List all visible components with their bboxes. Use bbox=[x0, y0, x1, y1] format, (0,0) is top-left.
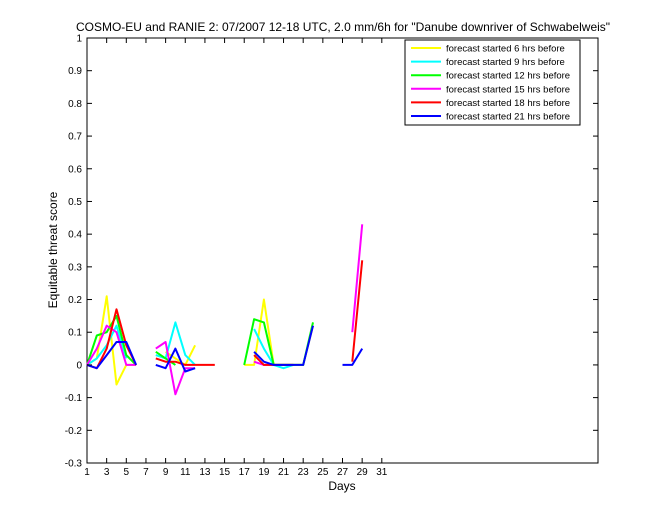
y-tick-label: 0.1 bbox=[68, 328, 82, 339]
y-tick-label: 0.8 bbox=[68, 99, 82, 110]
x-tick-label: 21 bbox=[278, 467, 290, 478]
y-tick-label: 0.9 bbox=[68, 66, 82, 77]
y-tick-label: 0.2 bbox=[68, 295, 82, 306]
y-tick-label: 0.5 bbox=[68, 197, 82, 208]
legend-label-3: forecast started 12 hrs before bbox=[446, 71, 570, 82]
series-line-6 bbox=[86, 325, 364, 373]
x-tick-label: 1 bbox=[84, 467, 90, 478]
y-tick-label: -0.3 bbox=[65, 459, 83, 470]
y-tick-label: 0.6 bbox=[68, 164, 82, 175]
x-tick-label: 7 bbox=[143, 467, 149, 478]
y-axis-label: Equitable threat score bbox=[46, 191, 60, 308]
legend-label-4: forecast started 15 hrs before bbox=[446, 84, 570, 95]
x-tick-label: 3 bbox=[104, 467, 110, 478]
y-tick-label: -0.2 bbox=[65, 426, 83, 437]
legend-box bbox=[404, 39, 581, 126]
x-tick-label: 19 bbox=[258, 467, 270, 478]
x-tick-label: 9 bbox=[163, 467, 169, 478]
legend-label-6: forecast started 21 hrs before bbox=[446, 112, 570, 123]
ticks-layer: 1 3 5 7 9 11 13 15 17 19 21 23 25 27 29 31-0.3-0.2-0.10… bbox=[65, 34, 598, 478]
legend-label-2: forecast started 9 hrs before bbox=[446, 57, 565, 68]
x-tick-label: 25 bbox=[317, 467, 329, 478]
series-layer bbox=[86, 224, 364, 396]
x-tick-label: 23 bbox=[298, 467, 310, 478]
x-tick-label: 29 bbox=[357, 467, 369, 478]
legend-label-1: forecast started 6 hrs before bbox=[446, 44, 565, 55]
chart-title: COSMO-EU and RANIE 2: 07/2007 12-18 UTC,… bbox=[76, 20, 610, 34]
x-tick-label: 31 bbox=[376, 467, 388, 478]
x-tick-label: 27 bbox=[337, 467, 349, 478]
y-tick-label: 0.3 bbox=[68, 262, 82, 273]
y-tick-label: 0.4 bbox=[68, 230, 82, 241]
x-axis-label: Days bbox=[328, 479, 355, 493]
x-tick-label: 15 bbox=[219, 467, 231, 478]
y-tick-label: 0 bbox=[76, 360, 82, 371]
series-line-5 bbox=[86, 260, 364, 370]
y-tick-label: 0.7 bbox=[68, 132, 82, 143]
legend: forecast started 6 hrs before forecast st… bbox=[404, 39, 581, 126]
x-tick-label: 17 bbox=[239, 467, 251, 478]
y-tick-label: 1 bbox=[76, 34, 82, 45]
x-tick-label: 13 bbox=[199, 467, 211, 478]
legend-label-5: forecast started 18 hrs before bbox=[446, 98, 570, 109]
y-tick-label: -0.1 bbox=[65, 393, 83, 404]
x-tick-label: 5 bbox=[124, 467, 130, 478]
x-tick-label: 11 bbox=[180, 467, 191, 478]
